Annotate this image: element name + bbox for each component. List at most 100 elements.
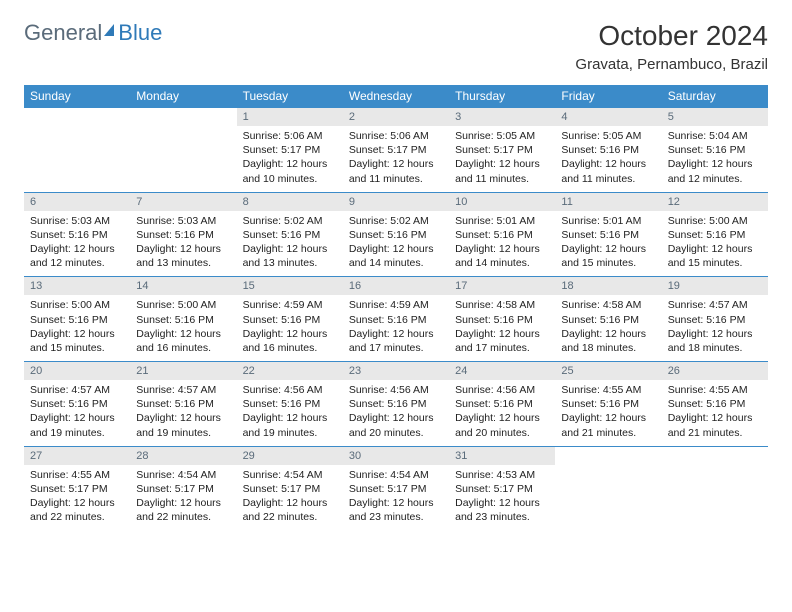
day-sr: Sunrise: 5:03 AM <box>136 214 230 228</box>
day-sr: Sunrise: 5:05 AM <box>561 129 655 143</box>
day-number-cell: 19 <box>662 277 768 296</box>
day-ss: Sunset: 5:16 PM <box>455 397 549 411</box>
day-d1: Daylight: 12 hours <box>668 242 762 256</box>
day-number-cell: 27 <box>24 446 130 465</box>
day-ss: Sunset: 5:16 PM <box>349 228 443 242</box>
day-number-cell: 31 <box>449 446 555 465</box>
day-number-cell: 23 <box>343 362 449 381</box>
day-d2: and 13 minutes. <box>243 256 337 270</box>
day-d2: and 16 minutes. <box>136 341 230 355</box>
day-data-cell: Sunrise: 4:57 AMSunset: 5:16 PMDaylight:… <box>24 380 130 446</box>
col-thursday: Thursday <box>449 85 555 108</box>
day-d2: and 20 minutes. <box>349 426 443 440</box>
day-d2: and 15 minutes. <box>561 256 655 270</box>
day-data-cell: Sunrise: 5:00 AMSunset: 5:16 PMDaylight:… <box>130 295 236 361</box>
day-d2: and 17 minutes. <box>455 341 549 355</box>
day-number-cell: 21 <box>130 362 236 381</box>
day-data-cell: Sunrise: 4:59 AMSunset: 5:16 PMDaylight:… <box>237 295 343 361</box>
day-sr: Sunrise: 4:59 AM <box>349 298 443 312</box>
day-d2: and 19 minutes. <box>30 426 124 440</box>
day-ss: Sunset: 5:16 PM <box>30 313 124 327</box>
day-d1: Daylight: 12 hours <box>455 242 549 256</box>
month-title: October 2024 <box>575 20 768 52</box>
day-ss: Sunset: 5:16 PM <box>561 143 655 157</box>
day-number-cell: 9 <box>343 192 449 211</box>
day-d1: Daylight: 12 hours <box>30 496 124 510</box>
data-row: Sunrise: 5:00 AMSunset: 5:16 PMDaylight:… <box>24 295 768 361</box>
day-number-cell: 28 <box>130 446 236 465</box>
day-ss: Sunset: 5:16 PM <box>668 397 762 411</box>
daynum-row: 2728293031 <box>24 446 768 465</box>
day-sr: Sunrise: 5:03 AM <box>30 214 124 228</box>
day-d2: and 22 minutes. <box>243 510 337 524</box>
day-d1: Daylight: 12 hours <box>349 496 443 510</box>
day-number-cell: 29 <box>237 446 343 465</box>
day-d2: and 15 minutes. <box>668 256 762 270</box>
col-monday: Monday <box>130 85 236 108</box>
day-sr: Sunrise: 4:59 AM <box>243 298 337 312</box>
day-number-cell: 5 <box>662 108 768 127</box>
day-sr: Sunrise: 4:54 AM <box>349 468 443 482</box>
day-data-cell: Sunrise: 5:00 AMSunset: 5:16 PMDaylight:… <box>24 295 130 361</box>
day-number-cell: 14 <box>130 277 236 296</box>
day-d2: and 12 minutes. <box>30 256 124 270</box>
header: General Blue October 2024 Gravata, Perna… <box>24 20 768 73</box>
day-sr: Sunrise: 4:57 AM <box>30 383 124 397</box>
day-data-cell: Sunrise: 4:57 AMSunset: 5:16 PMDaylight:… <box>662 295 768 361</box>
day-d1: Daylight: 12 hours <box>349 242 443 256</box>
day-sr: Sunrise: 4:56 AM <box>349 383 443 397</box>
day-data-cell <box>555 465 661 531</box>
day-ss: Sunset: 5:16 PM <box>243 397 337 411</box>
day-ss: Sunset: 5:16 PM <box>668 313 762 327</box>
day-data-cell: Sunrise: 4:56 AMSunset: 5:16 PMDaylight:… <box>237 380 343 446</box>
day-ss: Sunset: 5:17 PM <box>455 482 549 496</box>
day-ss: Sunset: 5:16 PM <box>136 397 230 411</box>
location: Gravata, Pernambuco, Brazil <box>575 56 768 73</box>
calendar-table: Sunday Monday Tuesday Wednesday Thursday… <box>24 85 768 530</box>
day-d2: and 19 minutes. <box>243 426 337 440</box>
day-ss: Sunset: 5:17 PM <box>243 482 337 496</box>
day-d2: and 13 minutes. <box>136 256 230 270</box>
day-data-cell: Sunrise: 4:54 AMSunset: 5:17 PMDaylight:… <box>343 465 449 531</box>
day-number-cell <box>130 108 236 127</box>
day-data-cell: Sunrise: 5:04 AMSunset: 5:16 PMDaylight:… <box>662 126 768 192</box>
day-number-cell: 20 <box>24 362 130 381</box>
data-row: Sunrise: 4:55 AM Sunset: 5:17 PM Daylight:… <box>24 465 768 531</box>
day-d2: and 23 minutes. <box>455 510 549 524</box>
day-ss: Sunset: 5:16 PM <box>30 228 124 242</box>
day-sr: Sunrise: 4:56 AM <box>243 383 337 397</box>
day-number-cell: 15 <box>237 277 343 296</box>
day-sr: Sunrise: 4:57 AM <box>136 383 230 397</box>
day-number-cell: 26 <box>662 362 768 381</box>
day-d1: Daylight: 12 hours <box>136 242 230 256</box>
day-sr: Sunrise: 5:00 AM <box>30 298 124 312</box>
day-d1: Daylight: 12 hours <box>561 327 655 341</box>
day-sr: Sunrise: 5:00 AM <box>668 214 762 228</box>
day-sr: Sunrise: 4:55 AM <box>668 383 762 397</box>
day-number-cell: 25 <box>555 362 661 381</box>
day-sr: Sunrise: 4:55 AM <box>30 468 124 482</box>
day-d1: Daylight: 12 hours <box>30 242 124 256</box>
day-ss: Sunset: 5:17 PM <box>243 143 337 157</box>
day-data-cell: Sunrise: 5:05 AMSunset: 5:16 PMDaylight:… <box>555 126 661 192</box>
day-number-cell: 2 <box>343 108 449 127</box>
day-ss: Sunset: 5:16 PM <box>243 228 337 242</box>
day-number-cell: 17 <box>449 277 555 296</box>
daynum-row: 6789101112 <box>24 192 768 211</box>
day-data-cell: Sunrise: 4:58 AMSunset: 5:16 PMDaylight:… <box>449 295 555 361</box>
day-d1: Daylight: 12 hours <box>561 411 655 425</box>
day-d2: and 21 minutes. <box>668 426 762 440</box>
day-data-cell: Sunrise: 5:03 AMSunset: 5:16 PMDaylight:… <box>24 211 130 277</box>
day-data-cell: Sunrise: 5:01 AMSunset: 5:16 PMDaylight:… <box>449 211 555 277</box>
day-data-cell: Sunrise: 5:02 AMSunset: 5:16 PMDaylight:… <box>237 211 343 277</box>
day-d1: Daylight: 12 hours <box>349 327 443 341</box>
day-number-cell: 30 <box>343 446 449 465</box>
day-d2: and 18 minutes. <box>668 341 762 355</box>
day-d1: Daylight: 12 hours <box>668 327 762 341</box>
logo-text-1: General <box>24 20 102 46</box>
day-d1: Daylight: 12 hours <box>668 157 762 171</box>
day-d2: and 21 minutes. <box>561 426 655 440</box>
day-d1: Daylight: 12 hours <box>455 327 549 341</box>
day-number-cell: 22 <box>237 362 343 381</box>
day-ss: Sunset: 5:16 PM <box>668 228 762 242</box>
